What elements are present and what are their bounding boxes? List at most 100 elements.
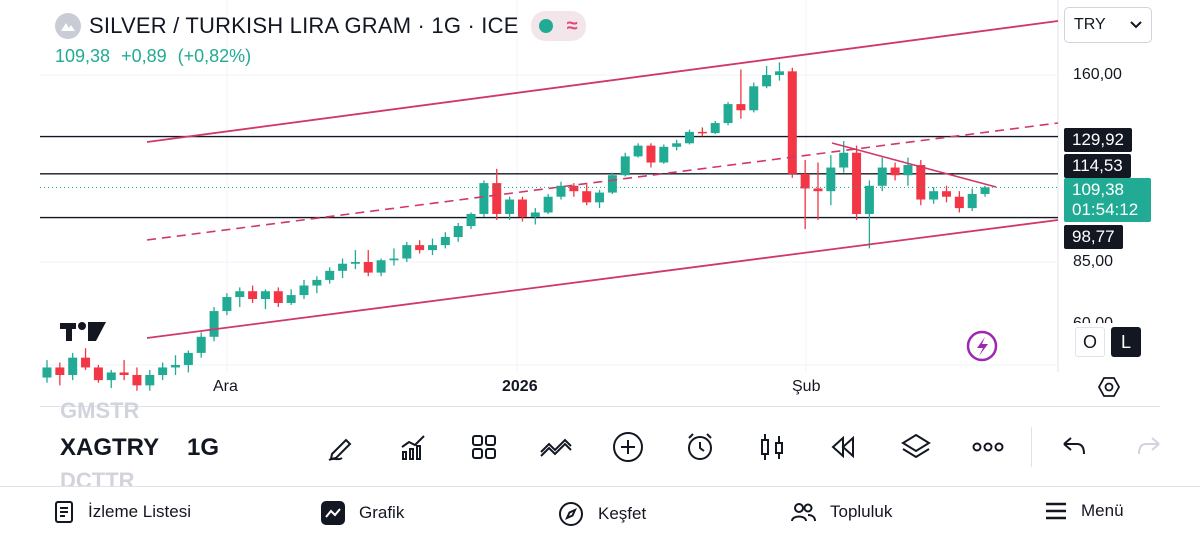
candle-type-icon[interactable] [753,428,791,466]
candle-body [440,237,450,246]
candle-body [68,357,78,375]
chart-icon [321,501,345,525]
candle-body [659,146,669,163]
candle-body [222,297,232,312]
candle-body [530,212,540,217]
price-change: +0,89 [121,46,167,66]
bottom-navbar: İzleme Listesi Grafik Keşfet Topluluk Me… [0,487,1200,540]
nav-menu[interactable]: Menü [1045,501,1124,521]
candle-body [517,199,527,217]
channel-mid-dashed-line [146,122,1059,241]
candle-body [633,145,643,157]
nav-watchlist[interactable]: İzleme Listesi [54,501,191,523]
indicators-icon[interactable] [394,428,432,466]
time-tick: 2026 [502,378,538,395]
candle-body [376,260,386,273]
currency-select[interactable]: TRY [1064,7,1152,43]
nav-watchlist-label: İzleme Listesi [88,502,191,521]
candle-body [607,175,617,193]
candle-body [980,187,990,194]
current-price-value: 109,38 [1072,180,1124,199]
candle-body [864,185,874,214]
price-chart[interactable] [0,0,1200,406]
candle-body [415,245,425,251]
candle-body [942,191,951,197]
ghost-symbol-above: GMSTR [60,398,140,418]
undo-icon[interactable] [1055,428,1093,466]
candle-body [453,226,463,238]
market-open-dot-icon [538,19,553,33]
nav-community-label: Topluluk [830,502,893,521]
scale-log-button[interactable]: L [1111,327,1141,357]
price-change-percent: (+0,82%) [177,46,252,66]
candle-body [620,156,630,176]
candle-body [132,374,142,386]
candle-body [273,291,283,303]
nav-explore[interactable]: Keşfet [558,501,646,527]
settings-hexagon-icon[interactable] [1097,375,1121,404]
chart-drawings [40,20,1059,339]
candle-body [595,192,605,203]
candle-body [286,295,296,303]
symbol-code[interactable]: XAGTRY [60,434,160,461]
candle-body [787,71,797,174]
candle-body [954,196,964,209]
market-status-badge[interactable]: ≈ [530,11,586,41]
candle-body [710,123,720,133]
candle-body [762,75,772,87]
candle-body [877,167,887,186]
candle-body [685,131,694,144]
bar-countdown: 01:54:12 [1072,200,1139,219]
tradingview-logo [60,322,106,341]
nav-chart-label: Grafik [359,503,405,522]
candle-body [556,185,566,197]
candle-body [890,167,900,176]
timeframe[interactable]: 1G [187,434,220,461]
nav-explore-label: Keşfet [598,504,647,523]
candle-body [312,279,322,286]
candle-body [402,245,412,259]
candle-body [119,372,129,375]
candle-body [800,173,810,189]
redo-icon[interactable] [1130,428,1168,466]
price-tick: 85,00 [1073,253,1114,270]
more-icon[interactable] [969,428,1007,466]
candle-body [171,364,180,368]
candle-body [325,270,335,280]
time-tick: Ara [213,378,238,395]
candle-body [569,185,579,192]
alert-clock-icon[interactable] [681,428,719,466]
toolbar-divider [1031,427,1032,467]
last-price: 109,38 [55,46,111,66]
replay-icon[interactable] [825,428,863,466]
candle-body [903,165,913,176]
candle-body [736,104,746,111]
candle-body [196,336,206,353]
add-icon[interactable] [609,428,647,466]
symbol-logo-icon [55,13,81,39]
candle-body [363,262,373,273]
delayed-data-icon: ≈ [566,14,578,37]
resistance-level-label: 129,92 [1064,128,1132,152]
nav-chart[interactable]: Grafik [321,501,404,525]
symbol-title[interactable]: SILVER / TURKISH LIRA GRAM · 1G · ICE [89,13,519,38]
price-tick: 160,00 [1073,66,1122,83]
candle-body [505,199,515,214]
candle-body [466,213,476,227]
candle-body [813,188,823,192]
candle-body [106,372,116,381]
descending-trendline [831,142,997,188]
nav-community[interactable]: Topluluk [790,501,892,523]
layout-grid-icon[interactable] [465,428,503,466]
candle-body [260,291,270,300]
candle-body [492,183,502,214]
compare-icon[interactable] [537,428,575,466]
candle-body [248,291,258,300]
pencil-icon[interactable] [322,428,360,466]
layers-icon[interactable] [897,428,935,466]
scale-auto-button[interactable]: O [1075,327,1105,357]
candle-body [967,193,977,209]
time-tick: Şub [792,378,821,395]
candle-body [81,357,91,368]
lightning-icon[interactable] [966,330,998,362]
